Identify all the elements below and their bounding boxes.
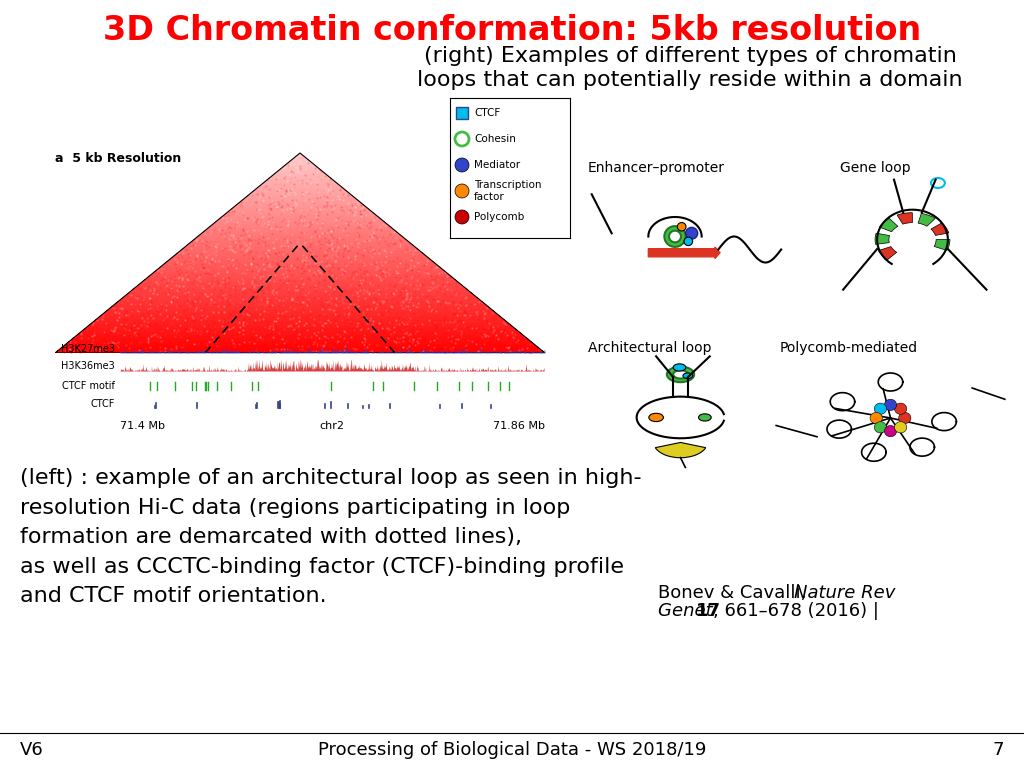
- Wedge shape: [876, 233, 890, 244]
- Circle shape: [885, 425, 897, 437]
- Text: CTCF: CTCF: [474, 108, 501, 118]
- FancyBboxPatch shape: [902, 761, 924, 768]
- Text: 3D Chromatin conformation: 5kb resolution: 3D Chromatin conformation: 5kb resolutio…: [102, 14, 922, 47]
- Text: Nature Rev: Nature Rev: [794, 584, 895, 602]
- Circle shape: [686, 227, 697, 239]
- Text: Transcription
factor: Transcription factor: [474, 180, 542, 202]
- Circle shape: [455, 158, 469, 172]
- FancyBboxPatch shape: [943, 549, 965, 559]
- Circle shape: [455, 184, 469, 198]
- Text: 71.86 Mb: 71.86 Mb: [493, 421, 545, 431]
- Wedge shape: [880, 218, 898, 232]
- Wedge shape: [919, 214, 935, 227]
- Text: Enhancer–promoter: Enhancer–promoter: [588, 161, 725, 175]
- Wedge shape: [897, 213, 912, 224]
- Circle shape: [649, 413, 664, 422]
- Wedge shape: [655, 442, 706, 458]
- FancyBboxPatch shape: [547, 44, 571, 63]
- Text: CTCF motif: CTCF motif: [62, 381, 115, 391]
- Text: Architectural loop: Architectural loop: [588, 341, 712, 355]
- Wedge shape: [931, 223, 949, 236]
- Text: a  5 kb Resolution: a 5 kb Resolution: [55, 151, 181, 164]
- Circle shape: [698, 414, 712, 421]
- FancyArrow shape: [648, 247, 720, 259]
- Text: 71.4 Mb: 71.4 Mb: [120, 421, 165, 431]
- Circle shape: [874, 403, 887, 415]
- Circle shape: [673, 364, 686, 371]
- Circle shape: [665, 226, 686, 247]
- Circle shape: [899, 412, 911, 424]
- Text: Processing of Biological Data - WS 2018/19: Processing of Biological Data - WS 2018/…: [317, 741, 707, 759]
- Circle shape: [895, 403, 906, 415]
- Text: V6: V6: [20, 741, 44, 759]
- Circle shape: [683, 373, 692, 379]
- Circle shape: [669, 230, 681, 243]
- Text: Gene loop: Gene loop: [840, 161, 910, 175]
- Text: Cohesin: Cohesin: [474, 134, 516, 144]
- Circle shape: [455, 210, 469, 224]
- Text: Polycomb: Polycomb: [474, 212, 524, 222]
- Text: CTCF: CTCF: [91, 399, 115, 409]
- Text: (left) : example of an architectural loop as seen in high-
resolution Hi-C data : (left) : example of an architectural loo…: [20, 468, 642, 607]
- Text: Bonev & Cavalli,: Bonev & Cavalli,: [658, 584, 812, 602]
- Circle shape: [677, 223, 686, 231]
- Wedge shape: [879, 247, 897, 260]
- Circle shape: [931, 178, 945, 188]
- Circle shape: [684, 237, 692, 246]
- Wedge shape: [934, 240, 950, 250]
- Circle shape: [667, 366, 694, 382]
- Text: chr2: chr2: [319, 421, 344, 431]
- Text: H3K36me3: H3K36me3: [61, 361, 115, 371]
- Circle shape: [673, 370, 688, 379]
- Text: Genet: Genet: [658, 602, 719, 620]
- Text: Mediator: Mediator: [474, 160, 520, 170]
- Circle shape: [874, 422, 887, 433]
- Text: H3K27me3: H3K27me3: [61, 344, 115, 354]
- Circle shape: [895, 422, 906, 433]
- Circle shape: [885, 399, 897, 411]
- Text: 7: 7: [992, 741, 1004, 759]
- Text: Polycomb-mediated: Polycomb-mediated: [780, 341, 919, 355]
- Text: (right) Examples of different types of chromatin
loops that can potentially resi: (right) Examples of different types of c…: [417, 46, 963, 90]
- Text: 17: 17: [696, 602, 721, 620]
- Circle shape: [455, 132, 469, 146]
- Text: , 661–678 (2016) |: , 661–678 (2016) |: [713, 602, 879, 620]
- FancyBboxPatch shape: [456, 107, 468, 119]
- Circle shape: [870, 412, 883, 424]
- FancyBboxPatch shape: [790, 216, 813, 229]
